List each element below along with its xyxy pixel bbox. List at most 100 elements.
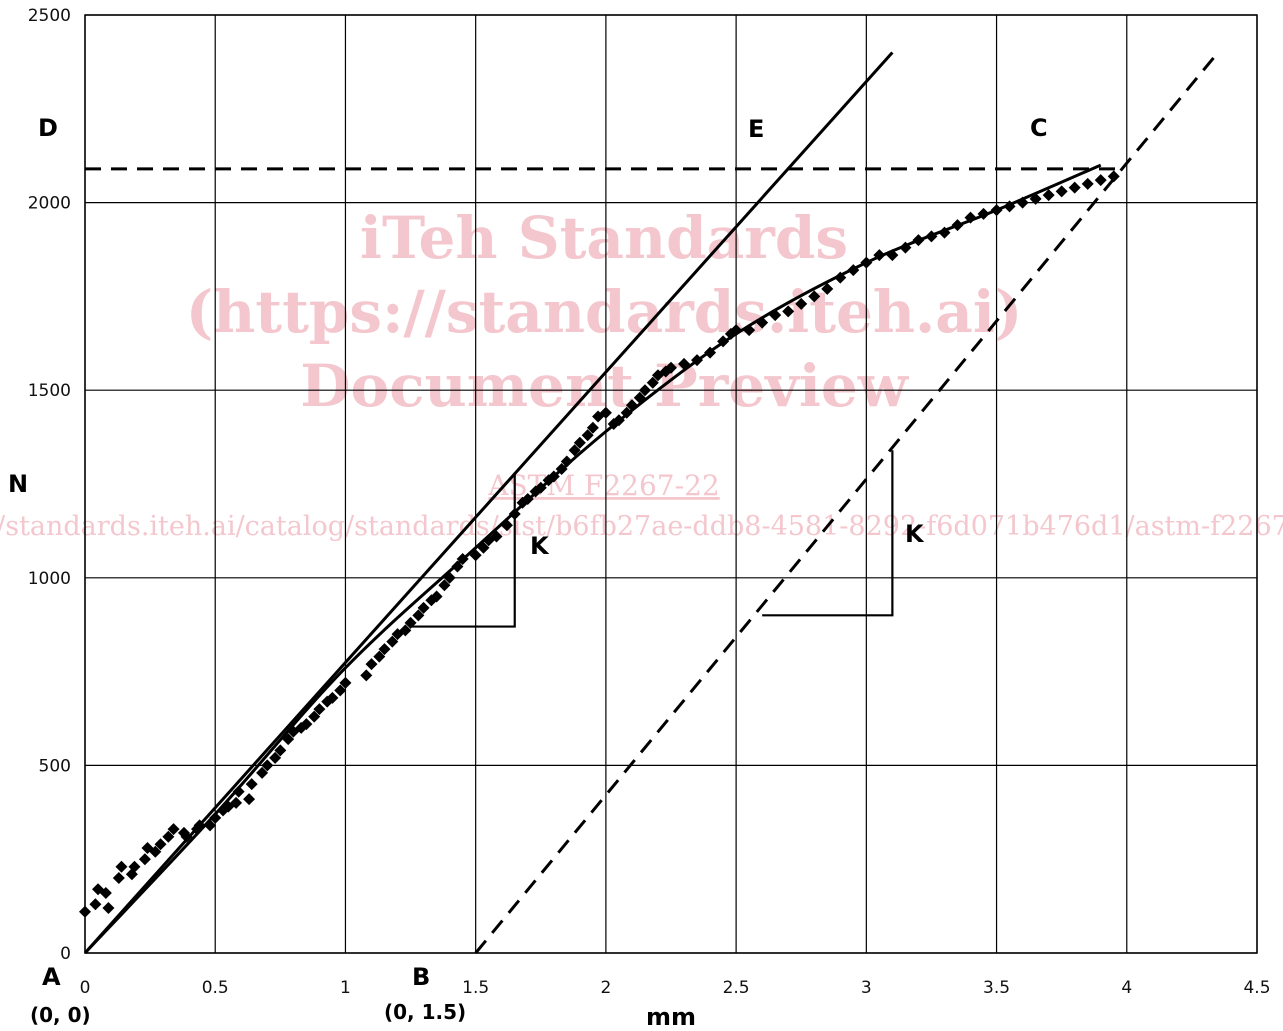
data-point (261, 759, 274, 772)
axes: 0 0.5 1 1.5 2 2.5 3 3.5 4 4.5 0 500 1000 1500 2000 2500 (28, 6, 1271, 998)
data-point (568, 444, 581, 457)
y-tick-label: 1000 (28, 569, 71, 589)
label-A: A (42, 963, 61, 991)
data-point (547, 470, 560, 483)
data-point (691, 354, 704, 367)
data-point (560, 455, 573, 468)
data-point (1107, 170, 1120, 183)
data-point (490, 530, 503, 543)
data-point (521, 493, 534, 506)
data-point (977, 207, 990, 220)
label-K-2: K (905, 520, 925, 548)
data-point (412, 609, 425, 622)
x-tick-label: 4.5 (1243, 978, 1270, 998)
data-point (232, 785, 245, 798)
data-point (443, 571, 456, 584)
data-point (89, 898, 102, 911)
data-point (404, 616, 417, 629)
data-point (79, 905, 91, 918)
data-point (308, 710, 321, 723)
data-point (326, 691, 339, 704)
data-point (620, 406, 633, 419)
data-point (209, 811, 222, 824)
data-point (508, 508, 521, 521)
data-point (646, 376, 659, 389)
x-tick-label: 3.5 (983, 978, 1010, 998)
data-point (477, 541, 490, 554)
data-point (633, 391, 646, 404)
x-tick-label: 1 (340, 978, 351, 998)
data-point (373, 650, 386, 663)
slope-triangle-2 (762, 450, 894, 617)
data-point (678, 357, 691, 370)
data-point (282, 733, 295, 746)
data-point (1016, 196, 1029, 209)
data-point (456, 553, 469, 566)
data-point (599, 406, 612, 419)
data-point (500, 519, 513, 532)
offset-line (474, 51, 1220, 954)
label-K-1: K (530, 532, 550, 560)
data-point (430, 590, 443, 603)
data-point (573, 436, 586, 449)
data-point (769, 309, 782, 322)
watermark-line-1: iTeh Standards (360, 204, 848, 272)
data-point (665, 361, 677, 374)
data-point (138, 853, 151, 866)
data-point (873, 249, 886, 262)
label-E: E (748, 115, 764, 143)
data-point (167, 823, 180, 836)
data-point (365, 658, 378, 671)
data-point (313, 703, 326, 716)
data-point (112, 871, 125, 884)
data-point (717, 335, 730, 348)
slope-triangle-1 (410, 472, 516, 628)
data-point (154, 838, 167, 851)
data-point (386, 635, 399, 648)
data-point (149, 845, 162, 858)
labels: N mm A (0, 0) B (0, 1.5) C D E K K (8, 114, 1048, 1031)
plot-frame (84, 14, 1258, 954)
data-point (438, 579, 451, 592)
data-point (534, 481, 547, 494)
data-point (399, 624, 412, 637)
axis-xlabel: mm (646, 1003, 696, 1031)
label-D: D (38, 114, 58, 142)
data-point (964, 211, 977, 224)
data-point (102, 901, 115, 914)
data-point (1055, 185, 1068, 198)
y-tick-label: 500 (39, 756, 71, 776)
data-point (1081, 177, 1094, 190)
data-point (808, 290, 821, 303)
data-point (128, 860, 141, 873)
x-tick-label: 4 (1121, 978, 1132, 998)
data-point (269, 751, 282, 764)
data-point (886, 249, 899, 262)
line-E (83, 51, 894, 955)
data-point (334, 684, 347, 697)
y-tick-label: 1500 (28, 381, 71, 401)
watermark-line-4: ASTM F2267-22 (487, 469, 719, 502)
data-point (1042, 189, 1055, 202)
data-point (256, 766, 269, 779)
data-point (360, 669, 373, 682)
data-point (193, 819, 206, 832)
label-B: B (412, 963, 430, 991)
y-tick-label: 2500 (28, 6, 71, 26)
data-point (782, 305, 795, 318)
data-point (834, 271, 847, 284)
data-point (1068, 181, 1081, 194)
watermark: iTeh Standards (https://standards.iteh.a… (0, 204, 1283, 542)
y-tick-label: 0 (60, 944, 71, 964)
data-point (990, 204, 1003, 217)
data-point (274, 744, 287, 757)
data-point (581, 429, 594, 442)
data-points (79, 170, 1120, 918)
data-point (469, 549, 482, 562)
data-point (612, 414, 625, 427)
data-point (860, 256, 873, 269)
data-point (795, 297, 808, 310)
x-tick-label: 2 (600, 978, 611, 998)
data-point (180, 830, 193, 843)
